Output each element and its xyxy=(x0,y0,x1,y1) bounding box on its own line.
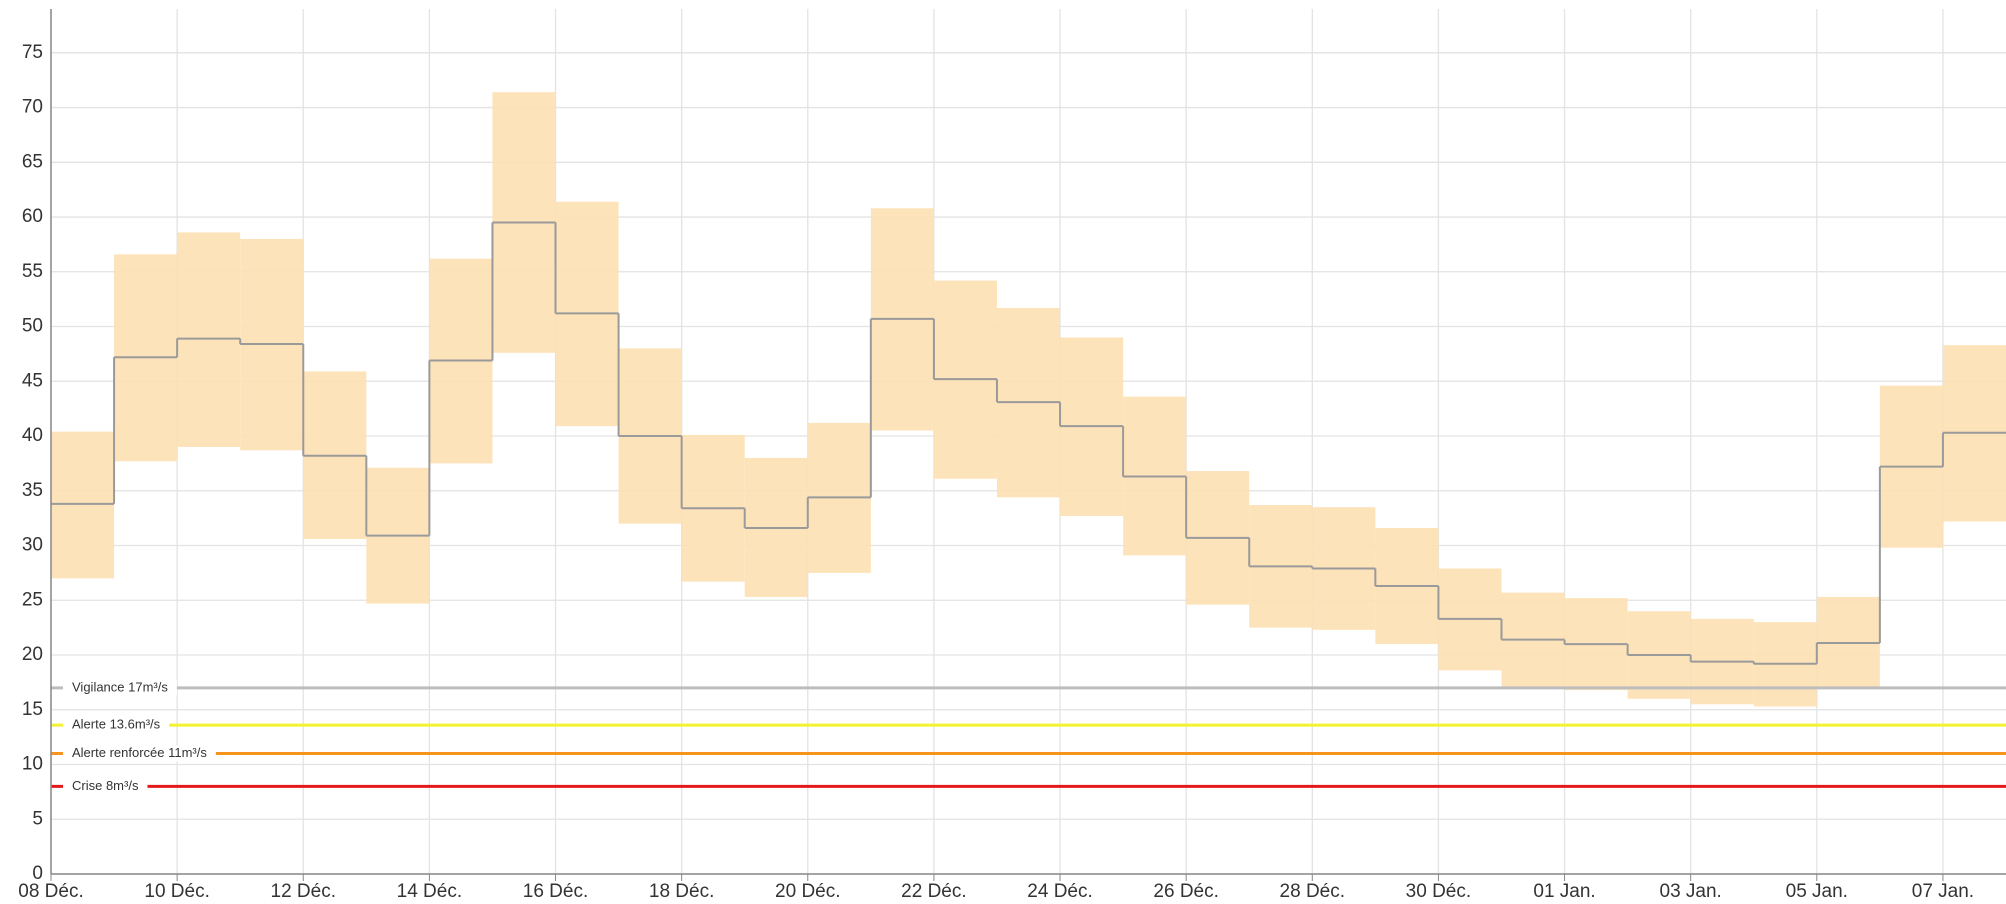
y-tick-label: 20 xyxy=(22,644,43,665)
y-tick-label: 30 xyxy=(22,535,43,556)
threshold-label: Alerte renforcée 11m³/s xyxy=(72,745,207,760)
x-tick-label: 30 Déc. xyxy=(1406,881,1471,902)
x-tick-label: 22 Déc. xyxy=(901,881,966,902)
y-tick-label: 75 xyxy=(22,42,43,63)
x-tick-label: 12 Déc. xyxy=(271,881,336,902)
y-tick-label: 45 xyxy=(22,370,43,391)
x-tick-label: 07 Jan. xyxy=(1912,881,1974,902)
y-tick-label: 40 xyxy=(22,425,43,446)
x-tick-label: 10 Déc. xyxy=(144,881,209,902)
x-tick-label: 03 Jan. xyxy=(1660,881,1722,902)
x-tick-label: 16 Déc. xyxy=(523,881,588,902)
y-tick-label: 10 xyxy=(22,754,43,775)
threshold-label-bg xyxy=(63,778,148,795)
x-tick-label: 01 Jan. xyxy=(1533,881,1595,902)
y-tick-label: 70 xyxy=(22,97,43,118)
y-tick-label: 0 xyxy=(32,863,43,884)
y-tick-label: 65 xyxy=(22,151,43,172)
range-band xyxy=(51,431,115,579)
threshold-label: Alerte 13.6m³/s xyxy=(72,717,161,732)
y-tick-label: 5 xyxy=(32,808,43,829)
y-tick-label: 15 xyxy=(22,699,43,720)
x-tick-label: 14 Déc. xyxy=(397,881,462,902)
y-tick-label: 50 xyxy=(22,316,43,337)
y-tick-label: 35 xyxy=(22,480,43,501)
y-tick-label: 55 xyxy=(22,261,43,282)
y-tick-label: 25 xyxy=(22,589,43,610)
threshold-label: Crise 8m³/s xyxy=(72,778,139,793)
x-tick-label: 18 Déc. xyxy=(649,881,714,902)
x-tick-label: 26 Déc. xyxy=(1153,881,1218,902)
x-tick-label: 28 Déc. xyxy=(1280,881,1345,902)
threshold-label-bg xyxy=(63,717,170,734)
range-band xyxy=(177,232,241,447)
threshold-label-bg xyxy=(63,679,177,696)
x-tick-label: 20 Déc. xyxy=(775,881,840,902)
y-tick-label: 60 xyxy=(22,206,43,227)
x-tick-label: 24 Déc. xyxy=(1027,881,1092,902)
threshold-label-bg xyxy=(63,745,216,762)
threshold-label: Vigilance 17m³/s xyxy=(72,679,168,694)
x-tick-label: 05 Jan. xyxy=(1786,881,1848,902)
x-tick-label: 08 Déc. xyxy=(18,881,83,902)
